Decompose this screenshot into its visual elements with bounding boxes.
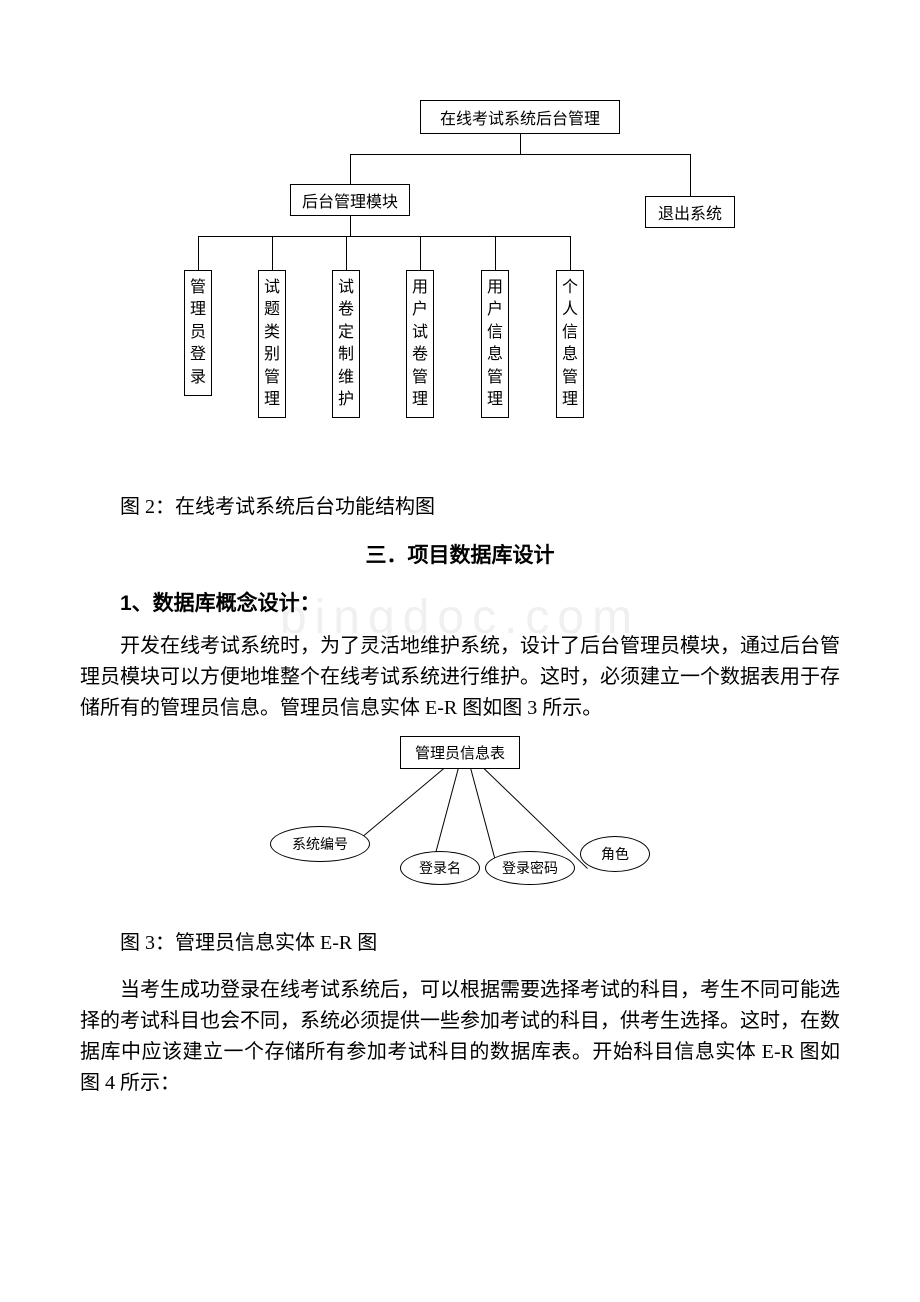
leaf-node: 试卷定制维护	[332, 270, 360, 418]
er-attr: 登录名	[400, 851, 480, 885]
leaf-node: 试题类别管理	[258, 270, 286, 418]
page-content: 在线考试系统后台管理 后台管理模块 退出系统 管理员登录 试题类别管理 试卷定制…	[50, 100, 870, 1099]
er-diagram-admin: 管理员信息表 系统编号 登录名 登录密码 角色	[260, 736, 660, 906]
leaf-node: 用户信息管理	[481, 270, 509, 418]
leaf-node: 管理员登录	[184, 270, 212, 396]
figure-2-caption: 图 2：在线考试系统后台功能结构图	[120, 490, 870, 519]
er-attr: 登录密码	[485, 851, 575, 885]
er-entity: 管理员信息表	[400, 736, 520, 769]
paragraph-2: 当考生成功登录在线考试系统后，可以根据需要选择考试的科目，考生不同可能选择的考试…	[80, 975, 840, 1099]
root-node: 在线考试系统后台管理	[420, 100, 620, 134]
leaf-node: 用户试卷管理	[406, 270, 434, 418]
subheading-1: 1、数据库概念设计：	[120, 587, 870, 617]
leaf-node: 个人信息管理	[556, 270, 584, 418]
figure-3-caption: 图 3：管理员信息实体 E-R 图	[120, 926, 870, 955]
paragraph-1: 开发在线考试系统时，为了灵活地维护系统，设计了后台管理员模块，通过后台管理员模块…	[80, 631, 840, 724]
mid-node-left: 后台管理模块	[290, 184, 410, 216]
hierarchy-diagram: 在线考试系统后台管理 后台管理模块 退出系统 管理员登录 试题类别管理 试卷定制…	[160, 100, 760, 460]
section-3-title: 三．项目数据库设计	[50, 539, 870, 569]
mid-node-right: 退出系统	[645, 196, 735, 228]
er-attr: 系统编号	[270, 826, 370, 862]
er-attr: 角色	[580, 836, 650, 872]
